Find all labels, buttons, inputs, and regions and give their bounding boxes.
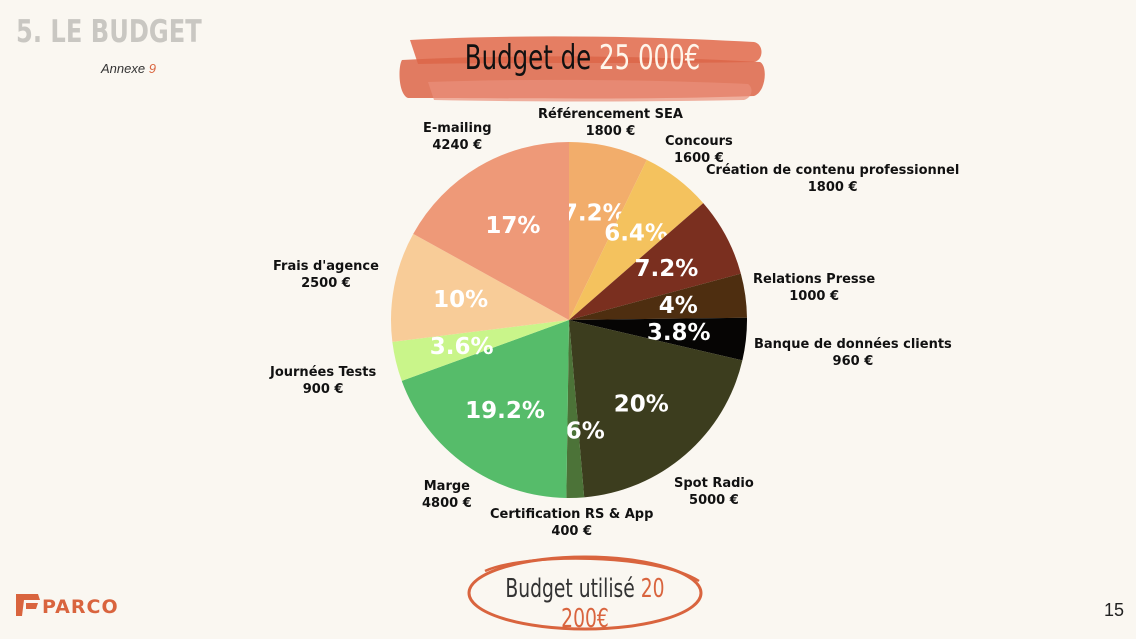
- slice-percent-label: 10%: [433, 287, 488, 313]
- label-value: 1800 €: [807, 180, 858, 195]
- budget-banner: Budget de 25 000€: [398, 38, 768, 78]
- label-name: Création de contenu professionnel: [706, 163, 960, 178]
- label-value: 1800 €: [585, 124, 636, 139]
- banner-brush-shape: [399, 36, 765, 102]
- label-name: Marge: [423, 479, 470, 494]
- logo-text: PARCO: [42, 596, 119, 618]
- label-value: 960 €: [832, 354, 874, 369]
- label-value: 5000 €: [689, 493, 739, 508]
- label-name: Relations Presse: [753, 272, 876, 287]
- slice-percent-label: 4%: [659, 293, 698, 319]
- page-number: 15: [1104, 600, 1125, 620]
- pie-slice: [566, 320, 585, 498]
- used-amount: 20 200€: [561, 574, 665, 634]
- label-value: 4240 €: [432, 138, 483, 153]
- annexe-label: Annexe 9: [101, 61, 156, 76]
- label-value: 1000 €: [789, 289, 839, 304]
- used-prefix: Budget utilisé: [505, 574, 635, 604]
- label-journees-tests: Journées Tests 900 €: [270, 364, 376, 398]
- slice-percent-label: 19.2%: [465, 398, 545, 424]
- slice-percent-label: 17%: [485, 213, 540, 239]
- label-spot-radio: Spot Radio 5000 €: [674, 475, 754, 509]
- parco-logo-icon: [16, 594, 40, 616]
- label-e-mailing: E-mailing 4240 €: [423, 120, 492, 154]
- pie-slice: [569, 273, 747, 320]
- label-value: 400 €: [551, 524, 593, 539]
- label-name: Concours: [665, 134, 733, 149]
- slice-percent-label: 20%: [614, 391, 669, 417]
- used-budget-circle: [467, 555, 703, 631]
- slice-percent-label: 3.6%: [430, 334, 494, 360]
- label-name: E-mailing: [423, 121, 492, 136]
- label-name: Référencement SEA: [538, 107, 683, 122]
- label-relations-presse: Relations Presse 1000 €: [753, 271, 875, 305]
- slice-percent-label: 6.4%: [604, 220, 668, 246]
- label-referencement-sea: Référencement SEA 1800 €: [538, 106, 683, 140]
- label-name: Banque de données clients: [754, 337, 952, 352]
- pie-slice: [569, 142, 647, 320]
- slice-percent-label: 7.2%: [634, 256, 698, 282]
- label-certification: Certification RS & App 400 €: [490, 506, 653, 540]
- section-title: 5. LE BUDGET: [16, 14, 202, 50]
- label-name: Frais d'agence: [273, 259, 379, 274]
- slice-percent-label: 7.2%: [562, 200, 626, 226]
- label-marge: Marge 4800 €: [422, 478, 472, 512]
- label-value: 1600 €: [674, 151, 724, 166]
- pie-slice: [413, 142, 569, 320]
- label-name: Certification RS & App: [490, 507, 654, 522]
- annexe-text: Annexe: [101, 61, 146, 76]
- pie-slice: [569, 317, 747, 361]
- pie-slice: [569, 159, 704, 320]
- pie-slice: [569, 320, 743, 498]
- label-name: Spot Radio: [674, 476, 754, 491]
- label-concours: Concours 1600 €: [665, 133, 733, 167]
- label-value: 2500 €: [301, 276, 351, 291]
- label-banque-donnees: Banque de données clients 960 €: [754, 336, 952, 370]
- used-budget: Budget utilisé 20 200€: [455, 574, 715, 634]
- annexe-number: 9: [148, 61, 156, 76]
- pie-slice: [569, 203, 741, 320]
- label-value: 4800 €: [422, 496, 472, 511]
- pie-slice: [392, 320, 569, 381]
- pie-slice: [401, 320, 569, 498]
- banner-prefix: Budget de: [465, 38, 592, 78]
- label-creation-contenu: Création de contenu professionnel 1800 €: [706, 162, 959, 196]
- pie-slice: [391, 233, 569, 342]
- label-value: 900 €: [302, 382, 344, 397]
- label-name: Journées Tests: [270, 365, 377, 380]
- label-frais-agence: Frais d'agence 2500 €: [273, 258, 379, 292]
- banner-amount: 25 000€: [599, 38, 701, 78]
